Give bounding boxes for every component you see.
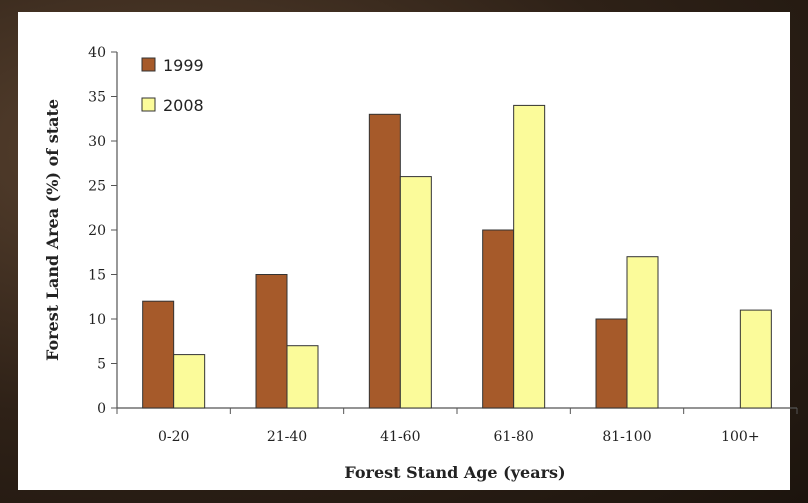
- y-tick-label: 10: [88, 312, 106, 328]
- bar-2008-81-100: [626, 256, 659, 409]
- x-tick-label: 61-80: [493, 429, 533, 445]
- bar-1999-21-40: [255, 274, 288, 409]
- y-tick-label: 0: [97, 401, 106, 417]
- y-axis-title: Forest Land Area (%) of state: [43, 99, 62, 361]
- x-tick-label: 100+: [721, 429, 759, 445]
- legend-swatch-2008: [141, 97, 156, 112]
- y-tick-label: 30: [88, 134, 106, 150]
- bar-1999-61-80: [482, 229, 515, 409]
- y-tick-label: 15: [88, 268, 106, 284]
- x-tick-label: 81-100: [602, 429, 651, 445]
- bars: [142, 104, 772, 409]
- bar-2008-21-40: [286, 345, 319, 409]
- bar-2008-61-80: [513, 104, 546, 409]
- axes: [111, 51, 798, 414]
- y-tick-label: 35: [88, 90, 106, 106]
- x-axis-title: Forest Stand Age (years): [344, 463, 565, 482]
- y-tick-label: 25: [88, 179, 106, 195]
- y-tick-label: 20: [88, 223, 106, 239]
- bar-2008-100+: [739, 309, 772, 409]
- bar-1999-81-100: [595, 318, 628, 409]
- bar-1999-0-20: [142, 300, 175, 409]
- x-tick-label: 0-20: [158, 429, 189, 445]
- legend-label-2008: 2008: [163, 96, 204, 115]
- bar-2008-0-20: [173, 354, 206, 409]
- y-tick-label: 5: [97, 357, 106, 373]
- tick-labels: 0 5 10 15 20 25 30 35 40 0-20 21-40 41-60 61-80 81-10…: [88, 45, 759, 445]
- bar-2008-41-60: [399, 176, 432, 409]
- bar-1999-41-60: [368, 113, 401, 409]
- x-tick-label: 41-60: [380, 429, 420, 445]
- y-tick-label: 40: [88, 45, 106, 61]
- legend-label-1999: 1999: [163, 56, 204, 75]
- x-tick-label: 21-40: [267, 429, 307, 445]
- legend: 1999 2008: [141, 56, 204, 115]
- legend-swatch-1999: [141, 57, 156, 72]
